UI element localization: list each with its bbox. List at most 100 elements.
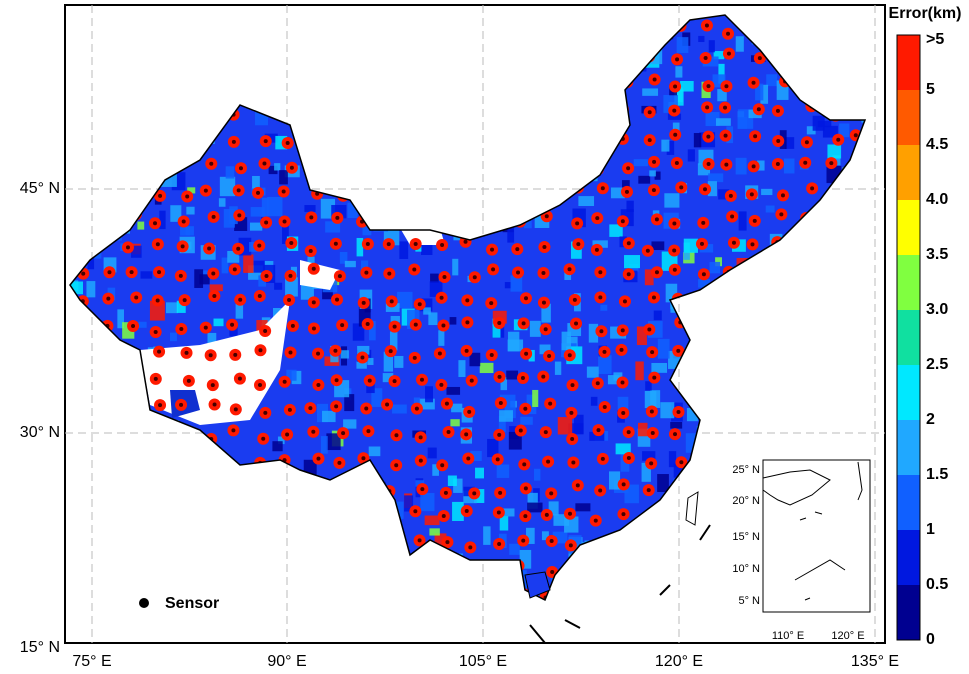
sensor-dot (316, 382, 321, 387)
error-cell (717, 89, 727, 102)
error-cell (358, 307, 371, 327)
error-cell (176, 300, 186, 313)
colorbar-label: 4.5 (926, 136, 948, 153)
error-cell (423, 307, 431, 315)
sensor-dot (211, 214, 216, 219)
sensor-legend-label: Sensor (165, 595, 219, 612)
inset-frame (762, 459, 871, 613)
error-cell (624, 255, 640, 269)
sensor-dot (437, 351, 442, 356)
error-cell (344, 260, 356, 268)
sensor-dot (207, 246, 212, 251)
sensor-dot (420, 487, 425, 492)
sensor-dot (704, 23, 709, 28)
error-cell (221, 257, 229, 274)
error-cell (507, 339, 524, 352)
sensor-dot (282, 219, 287, 224)
sensor-dot (620, 328, 625, 333)
error-cell (360, 260, 369, 271)
inset-coast (762, 461, 863, 601)
error-cell (487, 438, 499, 458)
sensor-dot (289, 165, 294, 170)
colorbar: >5 5 4.5 4.0 3.5 3.0 2.5 2 1.5 1 0.5 0 (896, 31, 948, 648)
sensor-dot (231, 139, 236, 144)
error-cell (683, 238, 698, 253)
sensor-dot (364, 406, 369, 411)
sensor-dot (730, 214, 735, 219)
sensor-dot (620, 219, 625, 224)
sensor-dot (469, 378, 474, 383)
error-cell (561, 331, 572, 351)
error-cell (267, 196, 283, 217)
sensor-dot (419, 377, 424, 382)
error-cell (534, 468, 541, 481)
error-cell (356, 237, 364, 257)
sensor-dot (544, 214, 549, 219)
inset-lon-label: 110° E (772, 630, 804, 642)
error-cell (138, 321, 147, 328)
sensor-dot (775, 162, 780, 167)
error-cell (680, 80, 694, 92)
error-cell (600, 304, 608, 311)
sensor-dot (594, 247, 599, 252)
error-cell (424, 515, 440, 526)
error-cell (137, 221, 145, 230)
error-cell (644, 269, 654, 286)
colorbar-label: 0.5 (926, 576, 948, 593)
error-cell (385, 303, 400, 312)
sensor-dot (443, 490, 448, 495)
error-cell (352, 323, 365, 341)
colorbar-band (897, 365, 920, 420)
error-cell (566, 336, 578, 347)
colorbar-label: 0 (926, 631, 935, 648)
sensor-dot (602, 405, 607, 410)
colorbar-frame (896, 34, 921, 641)
sensor-dot (753, 134, 758, 139)
error-cell (194, 269, 204, 288)
sensor-dot (238, 297, 243, 302)
error-cell (539, 344, 551, 355)
error-cell (509, 543, 520, 555)
lon-tick-label: 90° E (267, 653, 306, 670)
sensor-dot (542, 244, 547, 249)
error-cell (452, 258, 459, 276)
error-cell (635, 361, 644, 381)
sensor-dot (334, 378, 339, 383)
error-cell (300, 284, 314, 300)
sensor-dot (541, 374, 546, 379)
error-cell (735, 36, 744, 52)
error-cell (282, 225, 289, 244)
sensor-dot (125, 245, 130, 250)
sensor-dot (285, 140, 290, 145)
taiwan (685, 491, 699, 526)
sensor-dot (751, 164, 756, 169)
error-cell (243, 254, 254, 273)
sensor-dot (776, 138, 781, 143)
error-cell (235, 303, 244, 319)
error-cell (649, 170, 656, 177)
error-cell (277, 436, 285, 445)
sensor-dot (699, 241, 704, 246)
error-cell (252, 175, 260, 189)
sensor-dot (285, 432, 290, 437)
error-cell (421, 236, 433, 256)
error-cell (452, 501, 464, 521)
sensor-dot (440, 242, 445, 247)
error-cell (693, 133, 702, 148)
sensor-dot (157, 270, 162, 275)
error-cell (664, 193, 680, 208)
sensor-dot (498, 401, 503, 406)
error-cell (371, 388, 383, 407)
error-cell (610, 187, 625, 199)
sensor-dot (728, 193, 733, 198)
sensor-dot (518, 428, 523, 433)
sensor-dot (258, 383, 263, 388)
error-cell (575, 503, 591, 512)
error-cell (526, 527, 535, 544)
sensor-dot (652, 375, 657, 380)
sensor-dot (186, 378, 191, 383)
hainan (524, 571, 551, 599)
sensor-dot (752, 218, 757, 223)
error-cell (253, 260, 265, 273)
error-cell (568, 423, 584, 435)
